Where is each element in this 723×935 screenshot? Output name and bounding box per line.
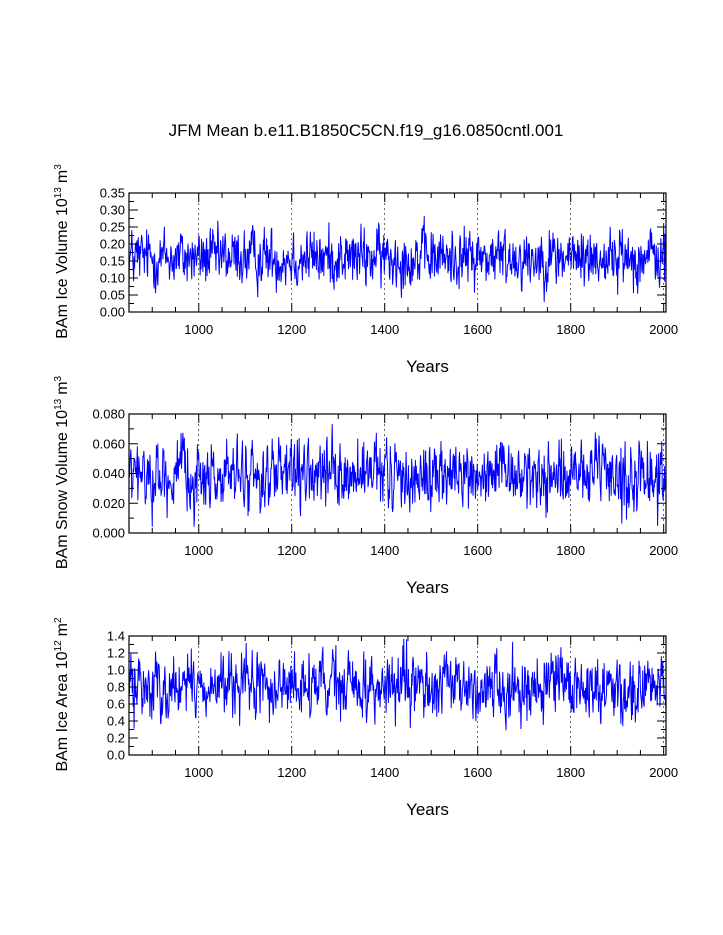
series-line [128,638,667,731]
y-axis-label-ylabel-unit: m [54,381,71,394]
y-axis-label-ylabel: BAm Ice Area 10 [54,651,71,771]
y-tick-label: 0.060 [92,436,125,451]
y-tick-label: 0.10 [100,271,125,286]
y-axis-label-ylabel: BAm Ice Volume 10 [54,198,71,339]
x-axis-label: Years [406,800,449,819]
x-tick-label: 1800 [556,543,585,558]
y-axis-label-ylabel-sup: 13 [53,187,64,199]
x-tick-label: 1200 [277,765,306,780]
y-axis-label: BAm Snow Volume 1013 m3 [53,375,71,569]
y-tick-label: 0.080 [92,407,125,422]
y-tick-label: 0.20 [100,237,125,252]
y-tick-label: 0.000 [92,526,125,541]
y-tick-label: 0.35 [100,186,125,201]
y-tick-label: 1.0 [107,663,125,678]
x-tick-label: 1000 [184,765,213,780]
y-tick-label: 0.8 [107,680,125,695]
x-tick-label: 1600 [463,765,492,780]
y-axis-label: BAm Ice Area 1012 m2 [53,617,71,772]
x-tick-label: 1400 [370,322,399,337]
y-axis-label-ylabel-sup: 13 [53,398,64,410]
x-tick-label: 1600 [463,543,492,558]
x-tick-label: 1600 [463,322,492,337]
x-tick-label: 1200 [277,543,306,558]
chart-panel-1: 1000 1200 1400 1600 1800 2000 0.00 0.05 0.10 0.15… [53,164,678,376]
y-tick-label: 0.15 [100,254,125,269]
y-tick-label: 0.05 [100,288,125,303]
x-tick-label: 1200 [277,322,306,337]
y-tick-label: 1.4 [107,629,125,644]
y-axis-label-ylabel-unit: m [54,623,71,636]
x-axis-label: Years [406,357,449,376]
series-line [128,423,667,527]
y-tick-label: 0.30 [100,203,125,218]
y-tick-label: 0.6 [107,697,125,712]
chart-panel-2: 1000 1200 1400 1600 1800 2000 0.000 0.020 0.040 0… [53,375,678,597]
panels: 1000 1200 1400 1600 1800 2000 0.00 0.05 0.10 0.15… [53,164,678,819]
y-tick-label: 0.2 [107,731,125,746]
chart-panel-3: 1000 1200 1400 1600 1800 2000 0.0 0.2 0.4 0.6 0.8 1… [53,617,678,819]
x-tick-label: 1000 [184,322,213,337]
y-axis-label-ylabel-sup: 12 [53,640,64,652]
x-tick-label: 2000 [649,765,678,780]
y-tick-label: 0.020 [92,496,125,511]
y-tick-label: 1.2 [107,646,125,661]
x-tick-label: 1800 [556,765,585,780]
y-tick-label: 0.0 [107,748,125,763]
x-axis-label: Years [406,578,449,597]
y-tick-label: 0.00 [100,305,125,320]
x-tick-label: 2000 [649,322,678,337]
x-tick-label: 1800 [556,322,585,337]
y-axis-label-ylabel-unit-sup: 3 [53,164,64,170]
y-axis-label-ylabel-unit: m [54,170,71,183]
x-tick-label: 2000 [649,543,678,558]
y-tick-label: 0.4 [107,714,125,729]
y-tick-label: 0.040 [92,466,125,481]
series-line [128,215,667,303]
y-axis-label: BAm Ice Volume 1013 m3 [53,164,71,339]
y-axis-label-ylabel-unit-sup: 3 [53,375,64,381]
figure-title: JFM Mean b.e11.B1850C5CN.f19_g16.0850cnt… [169,121,564,140]
y-tick-label: 0.25 [100,220,125,235]
y-axis-label-ylabel: BAm Snow Volume 10 [54,410,71,569]
x-tick-label: 1000 [184,543,213,558]
x-tick-label: 1400 [370,765,399,780]
x-tick-label: 1400 [370,543,399,558]
y-axis-label-ylabel-unit-sup: 2 [53,617,64,623]
